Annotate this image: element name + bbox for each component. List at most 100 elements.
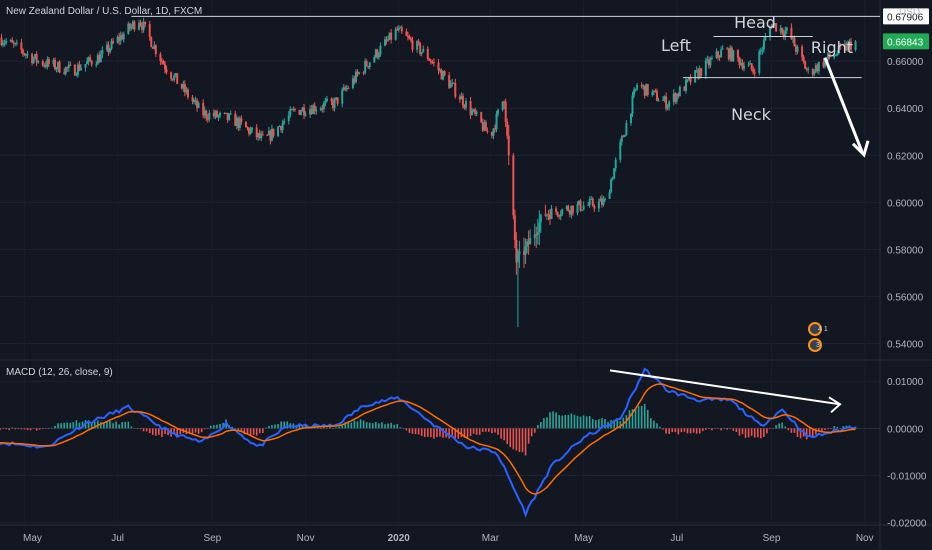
candle-body [700, 68, 703, 76]
candle-body [173, 75, 176, 80]
macd-histogram-bar [41, 428, 44, 430]
macd-histogram-bar [653, 420, 655, 429]
macd-histogram-bar [530, 428, 533, 437]
candle-body [567, 206, 570, 211]
candle-body [388, 32, 391, 40]
candle-body [631, 95, 634, 114]
candle-body [796, 46, 799, 52]
macd-histogram-bar [213, 425, 215, 429]
candle-body [804, 61, 807, 69]
macd-histogram-bar [527, 428, 530, 444]
time-axis-tick: Jul [111, 533, 124, 544]
head-label: Head [734, 13, 776, 32]
candle-body [678, 86, 681, 97]
macd-histogram-bar [637, 406, 640, 429]
candle-body [96, 55, 99, 65]
macd-axis-tick: -0.01000 [887, 472, 927, 483]
candle-body [779, 27, 782, 32]
candle-body [14, 43, 17, 45]
candle-body [162, 61, 165, 65]
candle-body [620, 136, 623, 142]
macd-histogram-bar [683, 428, 686, 432]
macd-histogram-bar [818, 428, 820, 432]
time-axis-tick: Mar [482, 533, 500, 544]
macd-histogram-bar [115, 421, 117, 429]
macd-histogram-bar [601, 418, 603, 429]
candle-body [217, 115, 220, 118]
candle-body [698, 68, 701, 78]
macd-histogram-bar [127, 421, 130, 429]
last-price-tag [883, 33, 929, 50]
macd-histogram-bar [469, 428, 472, 436]
macd-histogram-bar [821, 428, 823, 432]
macd-histogram-bar [161, 428, 163, 438]
macd-histogram-bar [698, 428, 701, 434]
time-axis-tick: Jul [670, 533, 683, 544]
candle-body [121, 35, 124, 40]
candle-body [269, 130, 272, 141]
candle-body [827, 53, 830, 59]
candle-body [481, 122, 484, 131]
macd-histogram-bar [793, 428, 796, 433]
candle-body [194, 100, 197, 102]
candle-body [561, 209, 564, 215]
candle-body [154, 45, 157, 55]
macd-histogram-bar [145, 428, 148, 432]
candle-body [549, 214, 551, 220]
candle-body [729, 47, 732, 59]
candle-body [176, 73, 179, 84]
macd-histogram-bar [509, 428, 512, 447]
candle-body [165, 69, 168, 73]
macd-pane [0, 367, 880, 519]
candle-body [625, 122, 628, 135]
candle-body [568, 210, 571, 215]
symbol-title: New Zealand Dollar / U.S. Dollar, 1D, FX… [6, 6, 203, 17]
macd-histogram-bar [659, 426, 661, 429]
macd-histogram-bar [237, 428, 240, 431]
candle-body [57, 61, 60, 69]
macd-histogram-bar [741, 428, 744, 435]
candle-body [674, 93, 677, 102]
macd-histogram-bar [524, 428, 527, 456]
candle-body [289, 109, 292, 116]
candle-body [292, 109, 295, 111]
macd-histogram-bar [558, 415, 560, 429]
candle-body [794, 46, 797, 52]
candle-body [535, 234, 538, 236]
candle-body [299, 111, 302, 115]
macd-histogram-bar [0, 428, 1, 430]
macd-histogram-bar [38, 428, 41, 430]
candle-body [752, 69, 755, 73]
macd-histogram-bar [200, 428, 203, 433]
candle-body [474, 109, 477, 114]
macd-histogram-bar [747, 428, 750, 438]
macd-histogram-bar [808, 428, 811, 437]
candle-body [54, 59, 56, 70]
candle-body [235, 118, 238, 127]
event-badge [808, 322, 822, 336]
candle-body [344, 87, 347, 90]
candle-body [837, 45, 840, 54]
candle-body [325, 98, 328, 102]
time-axis-tick: Sep [763, 533, 781, 544]
macd-histogram-bar [234, 428, 237, 429]
macd-histogram-bar [787, 428, 790, 431]
candle-body [293, 109, 296, 111]
candle-body [203, 110, 206, 116]
macd-histogram-bar [136, 428, 139, 429]
candle-body [448, 75, 451, 88]
candle-body [255, 127, 258, 138]
macd-histogram-bar [744, 428, 747, 438]
candle-body [373, 57, 376, 63]
candle-body [429, 60, 432, 62]
candle-body [55, 68, 58, 70]
candle-body [782, 33, 785, 37]
candle-body [37, 60, 40, 63]
macd-histogram-bar [133, 428, 136, 429]
last-price-text: 0.66843 [887, 37, 924, 48]
candle-body [105, 44, 108, 51]
candle-body [709, 58, 712, 66]
macd-histogram-bar [475, 428, 478, 435]
candle-body [458, 96, 461, 100]
